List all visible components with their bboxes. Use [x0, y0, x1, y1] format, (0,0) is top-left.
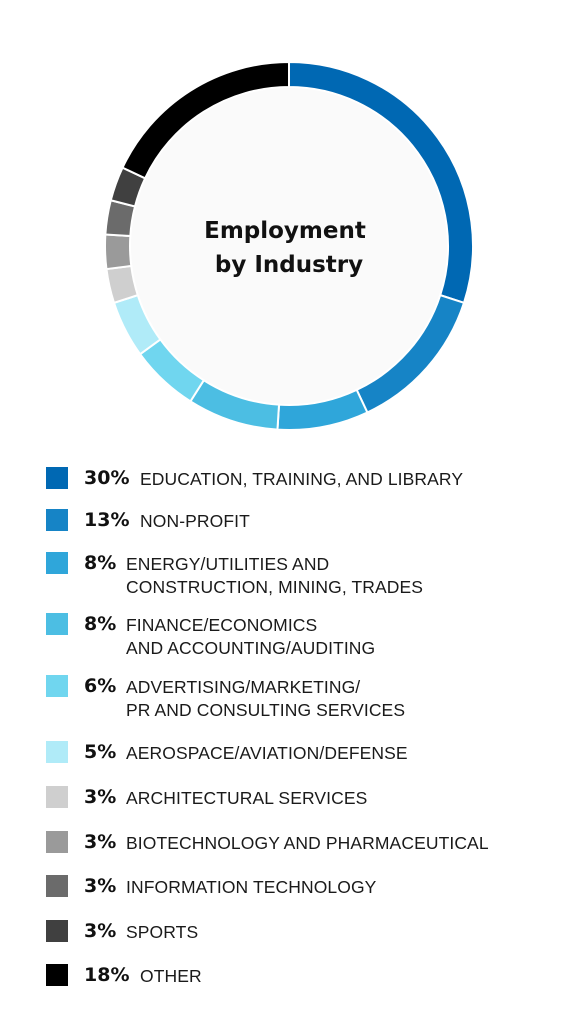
donut-chart: Employment by Industry	[104, 60, 474, 431]
legend-label-line-1: ADVERTISING/MARKETING/	[126, 677, 361, 697]
donut-center	[129, 86, 449, 406]
legend-label-line-1: NON-PROFIT	[140, 511, 250, 531]
legend-percent: 3%	[84, 875, 117, 897]
legend-swatch	[46, 552, 68, 574]
legend-label-line-2: AND ACCOUNTING/AUDITING	[126, 638, 376, 658]
chart-title: Employment by Industry	[204, 218, 374, 278]
legend-percent: 3%	[84, 786, 117, 808]
legend-swatch	[46, 920, 68, 942]
legend-percent: 5%	[84, 741, 117, 763]
donut-slice-11	[121, 60, 290, 180]
legend-label-line-1: ENERGY/UTILITIES AND	[126, 554, 330, 574]
legend-label-line-1: INFORMATION TECHNOLOGY	[126, 877, 377, 897]
legend-percent: 8%	[84, 613, 117, 635]
legend-label-line-1: AEROSPACE/AVIATION/DEFENSE	[126, 743, 408, 763]
legend-swatch	[46, 786, 68, 808]
legend-label-line-1: BIOTECHNOLOGY AND PHARMACEUTICAL	[126, 833, 489, 853]
legend-percent: 3%	[84, 831, 117, 853]
legend-percent: 8%	[84, 552, 117, 574]
legend-label-line-2: CONSTRUCTION, MINING, TRADES	[126, 577, 424, 597]
legend-label-line-2: PR AND CONSULTING SERVICES	[126, 700, 406, 720]
legend-swatch	[46, 613, 68, 635]
legend-percent: 3%	[84, 920, 117, 942]
legend-label-line-1: FINANCE/ECONOMICS	[126, 615, 318, 635]
legend-label-line-1: OTHER	[140, 966, 202, 986]
legend-label-line-1: SPORTS	[126, 922, 199, 942]
legend-swatch	[46, 831, 68, 853]
legend-swatch	[46, 741, 68, 763]
legend-percent: 6%	[84, 675, 117, 697]
legend-label-line-1: ARCHITECTURAL SERVICES	[126, 788, 368, 808]
legend-swatch	[46, 875, 68, 897]
legend-swatch	[46, 467, 68, 489]
legend-percent: 18%	[84, 964, 130, 986]
legend-label-line-1: EDUCATION, TRAINING, AND LIBRARY	[140, 469, 464, 489]
legend-percent: 13%	[84, 509, 130, 531]
legend-swatch	[46, 675, 68, 697]
chart-title-line-2: by Industry	[215, 252, 363, 278]
legend-percent: 30%	[84, 467, 130, 489]
donut-slices	[104, 60, 474, 431]
legend-swatch	[46, 509, 68, 531]
legend-swatch	[46, 964, 68, 986]
chart-title-line-1: Employment	[204, 218, 366, 244]
